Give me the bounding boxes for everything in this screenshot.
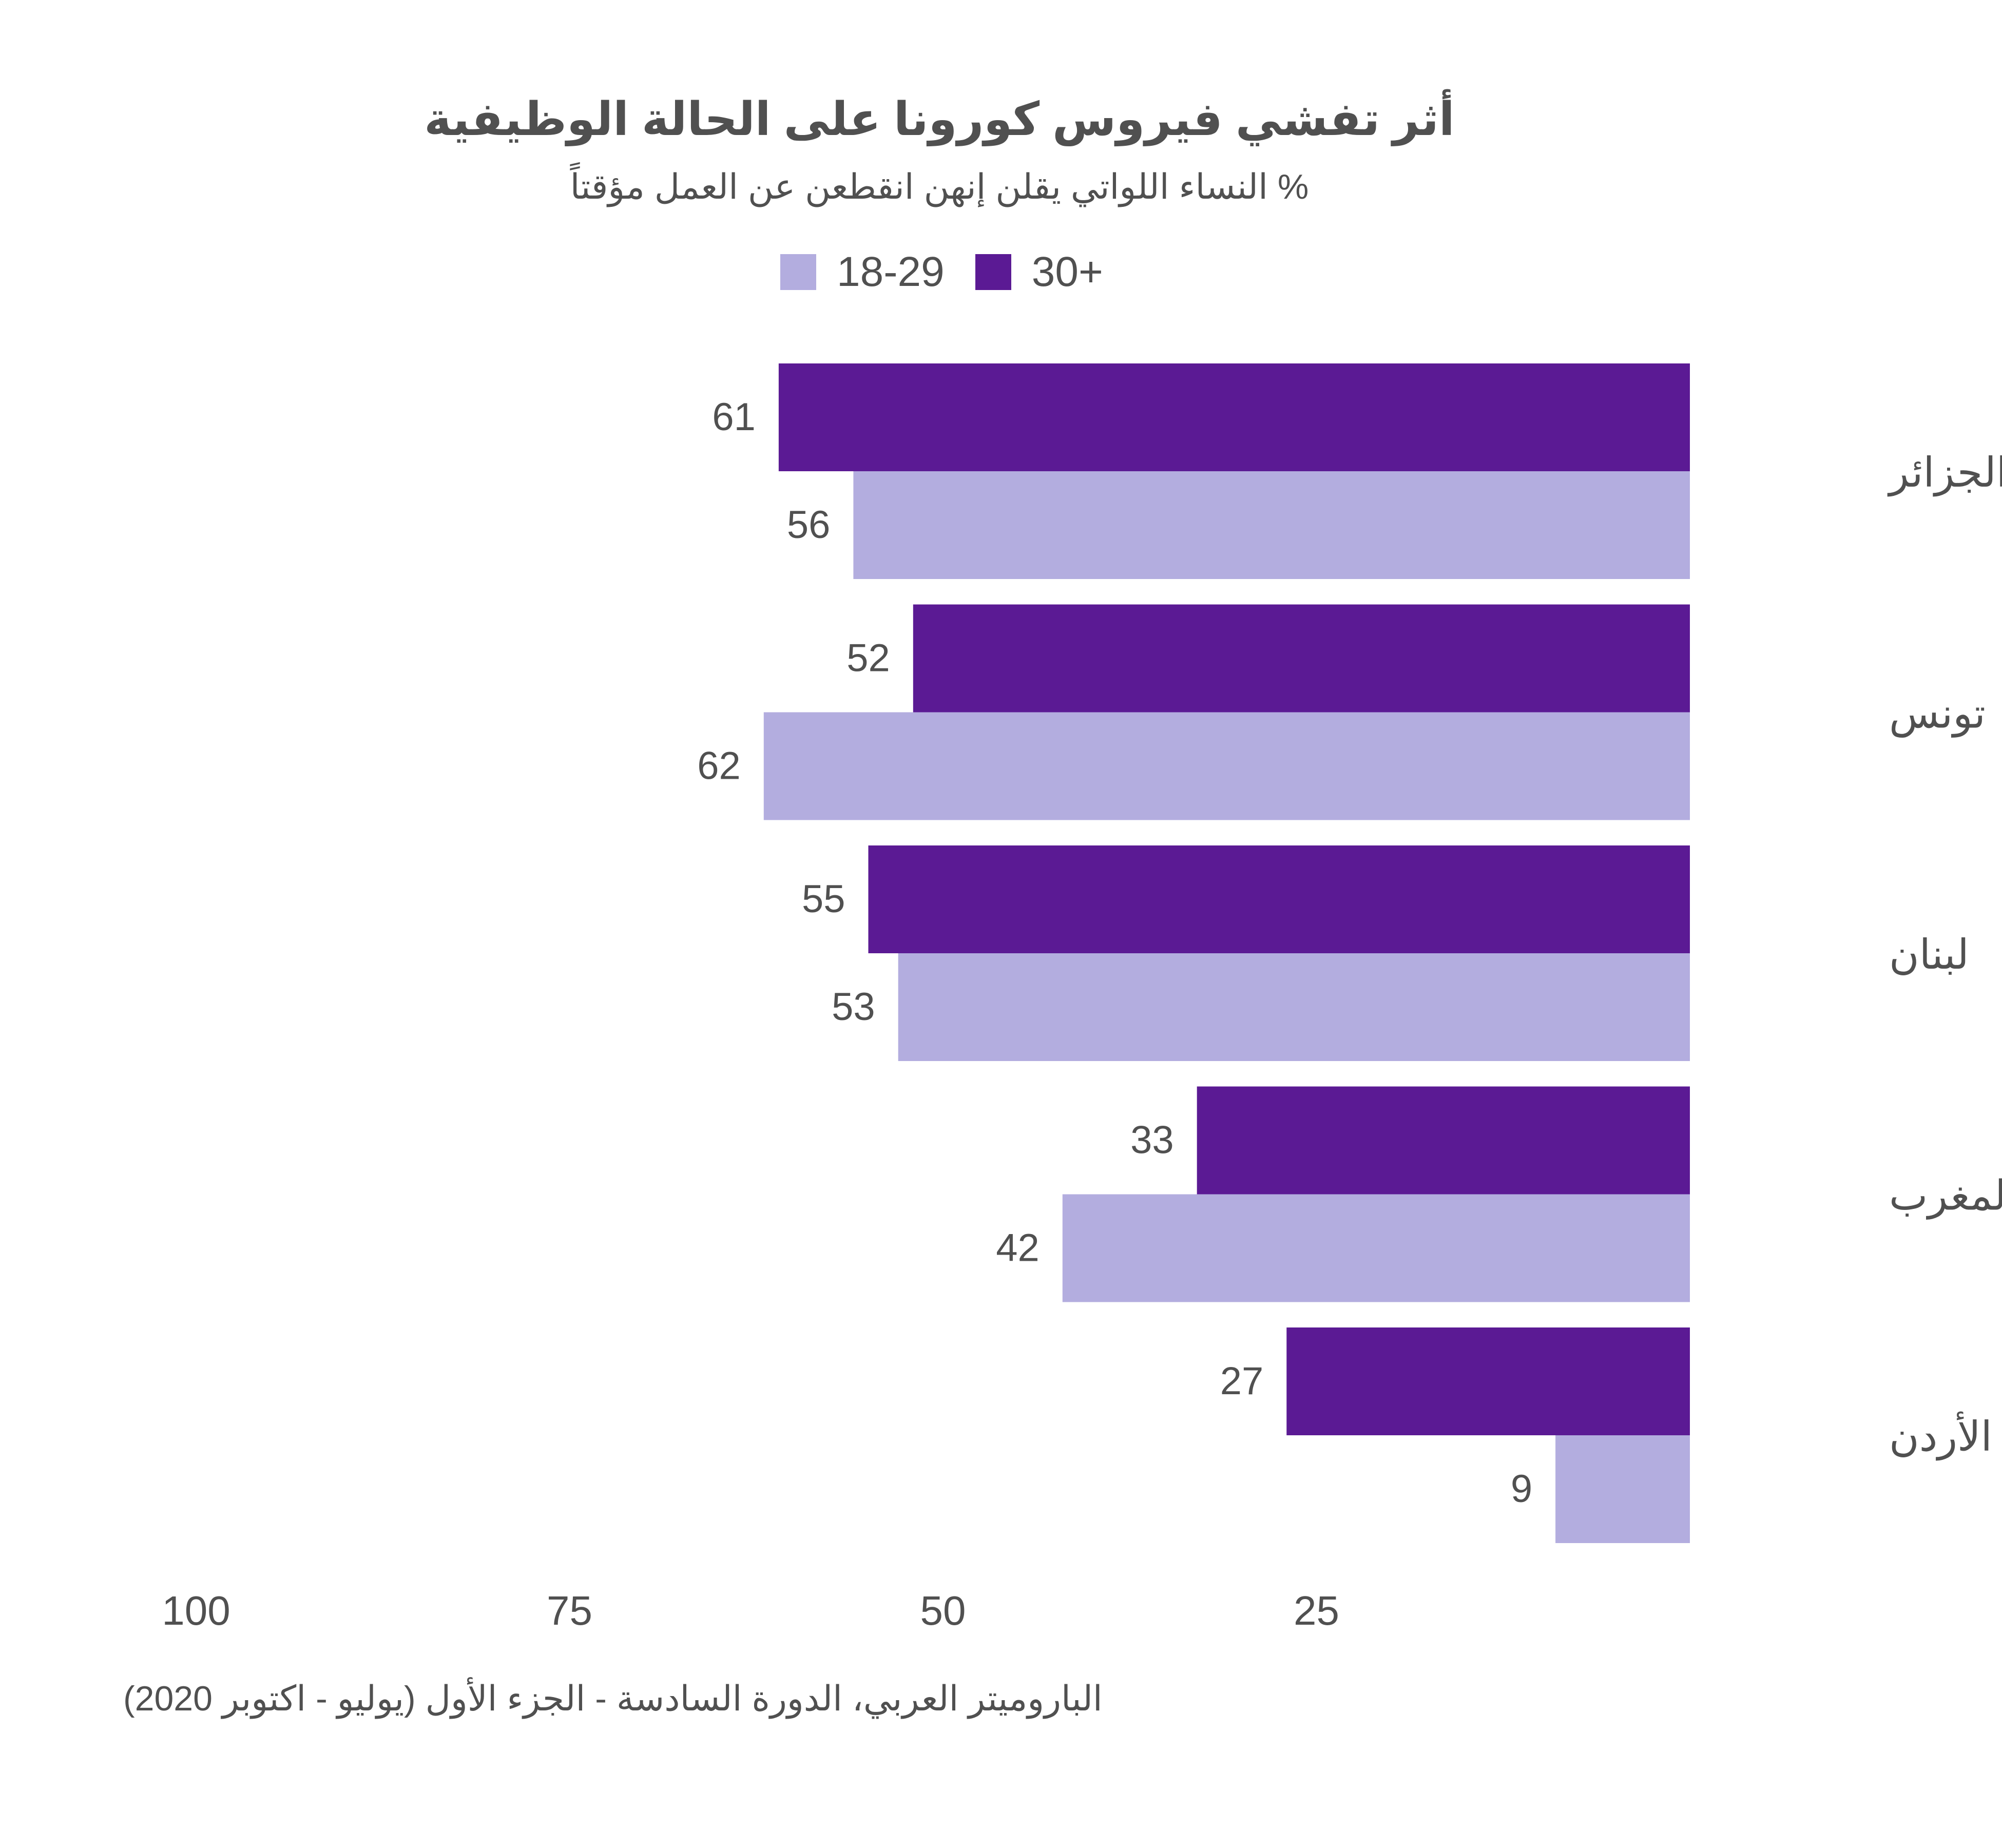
data-label-30-plus-1: 61 bbox=[712, 395, 756, 439]
chart-title: أثر تفشي فيروس كورونا على الحالة الوظيفي… bbox=[424, 94, 1455, 145]
x-tick-label-100: 100 bbox=[162, 1588, 230, 1633]
bar-18-29-3 bbox=[898, 953, 1690, 1061]
data-label-30-plus-3: 55 bbox=[802, 877, 845, 921]
bar-30-plus-5 bbox=[1286, 1327, 1690, 1435]
bar-30-plus-1 bbox=[778, 363, 1690, 471]
legend-item-30-plus: 30+ bbox=[975, 248, 1103, 296]
bar-18-29-2 bbox=[763, 712, 1690, 820]
category-label-3: لبنان bbox=[1889, 932, 1969, 977]
category-label-5: الأردن bbox=[1889, 1411, 1992, 1461]
legend-label-18-29: 18-29 bbox=[837, 248, 945, 295]
bar-18-29-4 bbox=[1062, 1194, 1690, 1302]
bar-30-plus-3 bbox=[868, 845, 1690, 953]
bar-18-29-1 bbox=[853, 471, 1690, 579]
data-label-18-29-5: 9 bbox=[1511, 1467, 1532, 1511]
bar-30-plus-4 bbox=[1197, 1086, 1690, 1195]
data-label-30-plus-4: 33 bbox=[1130, 1119, 1174, 1162]
data-label-18-29-2: 62 bbox=[697, 744, 741, 788]
legend-swatch-18-29 bbox=[780, 254, 816, 290]
bar-30-plus-2 bbox=[913, 604, 1690, 713]
legend-item-18-29: 18-29 bbox=[780, 248, 945, 296]
legend-swatch-30-plus bbox=[975, 254, 1011, 290]
data-label-30-plus-5: 27 bbox=[1220, 1359, 1264, 1403]
x-tick-label-25: 25 bbox=[1294, 1588, 1339, 1633]
category-label-2: تونس bbox=[1889, 691, 1986, 738]
x-tick-label-50: 50 bbox=[920, 1588, 966, 1633]
data-label-30-plus-2: 52 bbox=[846, 637, 890, 680]
data-label-18-29-1: 56 bbox=[787, 503, 831, 547]
source-note: الباروميتر العربي، الدورة السادسة - الجز… bbox=[123, 1679, 1103, 1718]
category-label-4: المغرب bbox=[1889, 1173, 2002, 1220]
x-tick-label-75: 75 bbox=[547, 1588, 592, 1633]
bar-18-29-5 bbox=[1555, 1435, 1690, 1543]
legend: 18-29 30+ bbox=[780, 241, 1134, 303]
legend-label-30-plus: 30+ bbox=[1031, 248, 1103, 295]
data-label-18-29-3: 53 bbox=[832, 985, 875, 1029]
data-label-18-29-4: 42 bbox=[996, 1226, 1040, 1270]
category-label-1: الجزائر bbox=[1887, 450, 2002, 497]
chart-subtitle: % النساء اللواتي يقلن إنهن انقطعن عن الع… bbox=[570, 167, 1309, 206]
